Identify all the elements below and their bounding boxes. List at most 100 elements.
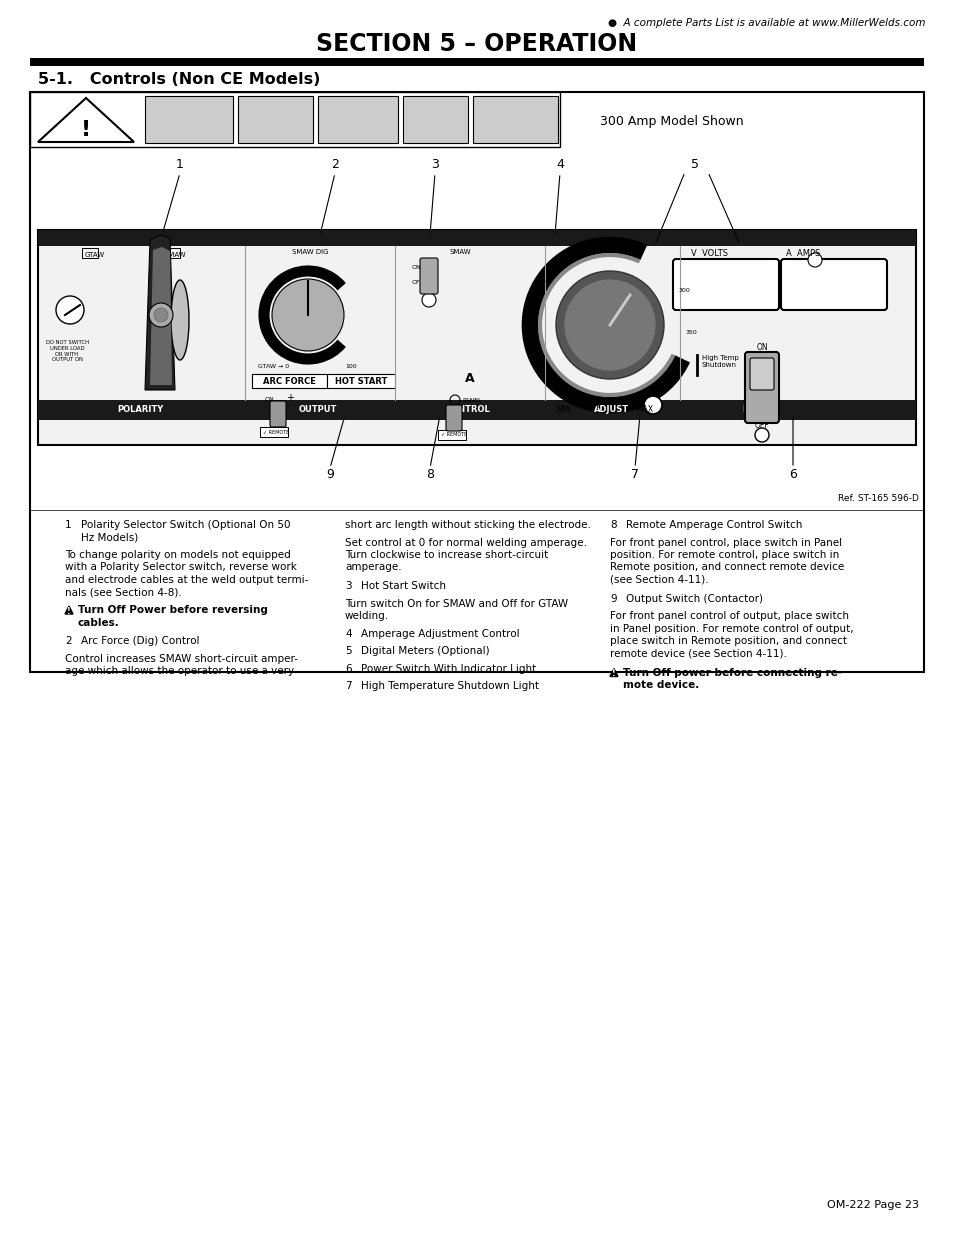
Text: ON: ON	[412, 266, 421, 270]
Text: High Temperature Shutdown Light: High Temperature Shutdown Light	[360, 682, 538, 692]
Circle shape	[56, 296, 84, 324]
Text: Control increases SMAW short-circuit amper-: Control increases SMAW short-circuit amp…	[65, 653, 297, 663]
Bar	[252, 374, 327, 388]
Text: age which allows the operator to use a very: age which allows the operator to use a v…	[65, 666, 294, 677]
Text: remote device (see Section 4-11).: remote device (see Section 4-11).	[609, 648, 786, 658]
Text: 100: 100	[345, 364, 356, 369]
Bar	[38, 230, 915, 246]
Text: nals (see Section 4-8).: nals (see Section 4-8).	[65, 588, 182, 598]
Text: For front panel control of output, place switch: For front panel control of output, place…	[609, 611, 848, 621]
Text: 9: 9	[609, 594, 616, 604]
Bar	[38, 400, 915, 420]
Bar	[38, 230, 915, 445]
Text: 300: 300	[678, 288, 689, 293]
Circle shape	[563, 279, 656, 370]
Circle shape	[754, 429, 768, 442]
Text: !: !	[67, 606, 71, 616]
Text: 2: 2	[65, 636, 71, 646]
Bar	[402, 96, 468, 143]
Text: !: !	[612, 669, 616, 678]
Text: Amperage Adjustment Control: Amperage Adjustment Control	[360, 629, 519, 638]
Text: SMAW: SMAW	[164, 252, 186, 258]
Text: 1: 1	[176, 158, 184, 172]
Text: GTAW: GTAW	[85, 252, 105, 258]
Text: 5-1.   Controls (Non CE Models): 5-1. Controls (Non CE Models)	[38, 72, 320, 86]
Polygon shape	[145, 235, 174, 390]
Text: SECTION 5 – OPERATION: SECTION 5 – OPERATION	[316, 32, 637, 56]
Text: OUTPUT: OUTPUT	[298, 405, 336, 415]
Circle shape	[643, 396, 661, 414]
Text: 150: 150	[534, 279, 546, 284]
Text: ✓ REMOTE: ✓ REMOTE	[440, 432, 467, 437]
Text: To change polarity on models not equipped: To change polarity on models not equippe…	[65, 550, 291, 559]
Text: 3: 3	[431, 158, 438, 172]
Text: 2: 2	[331, 158, 338, 172]
Text: A  AMPS: A AMPS	[785, 249, 820, 258]
Text: 3: 3	[345, 582, 352, 592]
Bar	[317, 96, 397, 143]
Bar	[30, 91, 559, 147]
Text: Arc Force (Dig) Control: Arc Force (Dig) Control	[81, 636, 199, 646]
Text: SMAW: SMAW	[449, 249, 471, 254]
Text: MIN: MIN	[557, 405, 571, 414]
FancyBboxPatch shape	[270, 401, 286, 427]
Circle shape	[272, 279, 344, 351]
Text: 300 Amp Model Shown: 300 Amp Model Shown	[599, 116, 742, 128]
Polygon shape	[609, 668, 618, 677]
Text: 8: 8	[609, 520, 616, 530]
Text: Turn switch On for SMAW and Off for GTAW: Turn switch On for SMAW and Off for GTAW	[345, 599, 568, 609]
Text: 350: 350	[685, 330, 697, 335]
Text: Remote position, and connect remote device: Remote position, and connect remote devi…	[609, 562, 843, 573]
Text: cables.: cables.	[78, 618, 120, 627]
Bar	[30, 91, 923, 672]
Text: V  VOLTS: V VOLTS	[691, 249, 728, 258]
Text: in Panel position. For remote control of output,: in Panel position. For remote control of…	[609, 624, 853, 634]
Polygon shape	[65, 606, 73, 614]
Text: 5: 5	[690, 158, 699, 172]
Text: 4: 4	[345, 629, 352, 638]
Text: A: A	[591, 400, 598, 410]
Bar	[82, 248, 98, 258]
Text: For front panel control, place switch in Panel: For front panel control, place switch in…	[609, 537, 841, 547]
Text: position. For remote control, place switch in: position. For remote control, place swit…	[609, 550, 839, 559]
Polygon shape	[150, 247, 172, 385]
Circle shape	[807, 253, 821, 267]
Bar	[164, 248, 180, 258]
Text: GTAW → 0: GTAW → 0	[257, 364, 289, 369]
Text: MAX: MAX	[636, 405, 653, 414]
Text: Ref. ST-165 596-D: Ref. ST-165 596-D	[838, 494, 918, 503]
Text: (see Section 4-11).: (see Section 4-11).	[609, 576, 708, 585]
Text: Turn clockwise to increase short-circuit: Turn clockwise to increase short-circuit	[345, 550, 548, 559]
Text: Remote Amperage Control Switch: Remote Amperage Control Switch	[625, 520, 801, 530]
Bar	[327, 374, 395, 388]
Text: Set control at 0 for normal welding amperage.: Set control at 0 for normal welding ampe…	[345, 537, 586, 547]
Bar	[437, 430, 465, 440]
Bar	[145, 96, 233, 143]
Text: Hot Start Switch: Hot Start Switch	[360, 582, 446, 592]
Text: OFF: OFF	[412, 280, 424, 285]
Text: Power Switch With Indicator Light: Power Switch With Indicator Light	[360, 663, 536, 674]
Polygon shape	[38, 98, 133, 142]
Text: POLARITY: POLARITY	[117, 405, 163, 415]
FancyBboxPatch shape	[672, 259, 779, 310]
Text: Digital Meters (Optional): Digital Meters (Optional)	[360, 646, 489, 656]
Text: Polarity Selector Switch (Optional On 50: Polarity Selector Switch (Optional On 50	[81, 520, 291, 530]
Text: 9: 9	[326, 468, 334, 482]
Text: short arc length without sticking the electrode.: short arc length without sticking the el…	[345, 520, 590, 530]
Text: ON: ON	[756, 343, 767, 352]
Text: 6: 6	[345, 663, 352, 674]
FancyBboxPatch shape	[749, 358, 773, 390]
Text: OM-222 Page 23: OM-222 Page 23	[826, 1200, 918, 1210]
Text: Hz Models): Hz Models)	[81, 532, 138, 542]
Text: OFF: OFF	[754, 420, 768, 430]
Bar	[237, 96, 313, 143]
Text: amperage.: amperage.	[345, 562, 401, 573]
Text: HOT START: HOT START	[335, 377, 387, 385]
Circle shape	[556, 270, 663, 379]
FancyBboxPatch shape	[446, 405, 461, 431]
Text: High Temp
Shutdown: High Temp Shutdown	[701, 354, 738, 368]
Text: CONTROL: CONTROL	[445, 405, 490, 415]
Text: 7: 7	[345, 682, 352, 692]
Text: +: +	[286, 393, 294, 403]
Text: A: A	[465, 372, 475, 384]
